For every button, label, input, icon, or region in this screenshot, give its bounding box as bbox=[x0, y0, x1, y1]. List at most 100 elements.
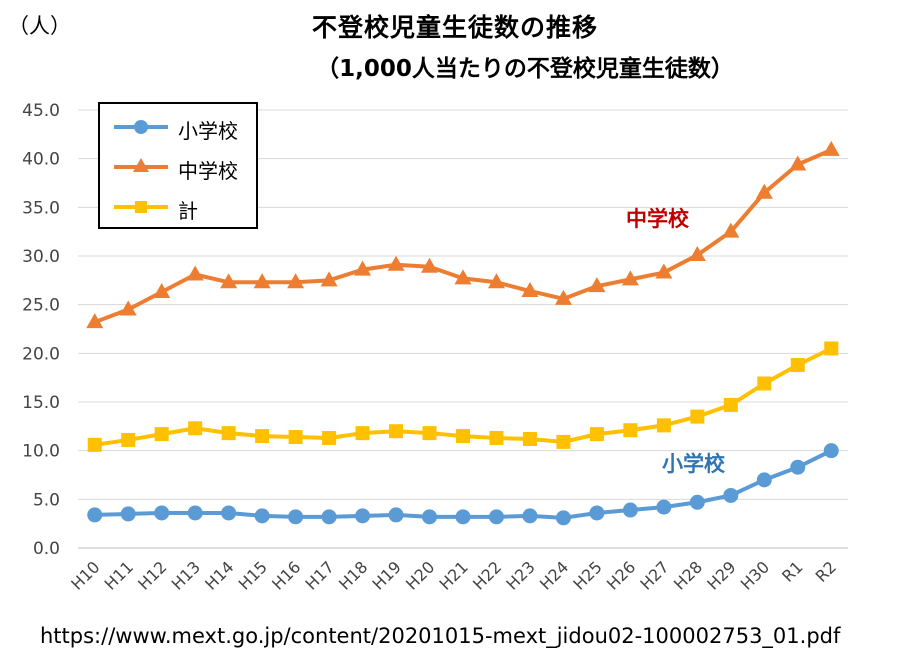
y-tick-label: 5.0 bbox=[33, 490, 60, 510]
x-tick-label: H21 bbox=[435, 557, 471, 593]
data-point bbox=[756, 472, 772, 488]
x-tick-label: H27 bbox=[636, 557, 672, 593]
data-point bbox=[87, 437, 102, 452]
legend-marker-circle bbox=[114, 120, 168, 134]
data-point bbox=[221, 426, 236, 441]
chart-title: 不登校児童生徒数の推移 bbox=[311, 13, 598, 42]
x-tick-label: H22 bbox=[469, 557, 505, 593]
x-tick-label: H19 bbox=[369, 557, 405, 593]
legend-marker-triangle bbox=[114, 158, 168, 172]
data-point bbox=[188, 421, 203, 436]
x-tick-label: H13 bbox=[168, 557, 204, 593]
x-tick-label: R2 bbox=[812, 557, 840, 585]
data-point bbox=[556, 434, 571, 449]
y-tick-label: 25.0 bbox=[22, 296, 60, 316]
data-point bbox=[790, 459, 806, 475]
data-point bbox=[790, 358, 805, 373]
data-point bbox=[487, 273, 505, 289]
data-point bbox=[320, 271, 338, 287]
data-point bbox=[86, 313, 104, 329]
x-tick-label: H28 bbox=[670, 557, 706, 593]
x-tick-label: H25 bbox=[569, 557, 605, 593]
y-tick-label: 0.0 bbox=[33, 539, 60, 559]
source-url: https://www.mext.go.jp/content/20201015-… bbox=[40, 624, 841, 648]
data-point bbox=[455, 509, 471, 525]
data-point bbox=[589, 505, 605, 521]
data-point bbox=[120, 506, 136, 522]
x-tick-label: H14 bbox=[201, 557, 237, 593]
data-point bbox=[555, 510, 571, 526]
data-point bbox=[87, 507, 103, 523]
annotation-middle-school: 中学校 bbox=[626, 207, 689, 231]
data-point bbox=[387, 255, 405, 271]
data-point bbox=[722, 222, 740, 238]
data-point bbox=[622, 502, 638, 518]
x-tick-label: H20 bbox=[402, 557, 438, 593]
y-tick-label: 15.0 bbox=[22, 393, 60, 413]
data-point bbox=[554, 289, 572, 305]
x-tick-label: H18 bbox=[335, 557, 371, 593]
data-point bbox=[389, 424, 404, 439]
data-point bbox=[154, 505, 170, 521]
data-point bbox=[355, 426, 370, 441]
x-tick-label: H23 bbox=[502, 557, 538, 593]
x-tick-label: H15 bbox=[235, 557, 271, 593]
data-point bbox=[121, 432, 136, 447]
data-point bbox=[422, 426, 437, 441]
data-point bbox=[254, 508, 270, 524]
data-point bbox=[488, 509, 504, 525]
data-point bbox=[723, 397, 738, 412]
data-point bbox=[321, 509, 337, 525]
data-point bbox=[354, 260, 372, 276]
annotation-elementary-school: 小学校 bbox=[662, 452, 725, 476]
data-point bbox=[656, 499, 672, 515]
x-tick-label: H12 bbox=[134, 557, 170, 593]
data-point bbox=[690, 409, 705, 424]
data-point bbox=[522, 508, 538, 524]
data-point bbox=[688, 246, 706, 262]
data-point bbox=[789, 155, 807, 171]
data-point bbox=[689, 494, 705, 510]
legend-label-middle: 中学校 bbox=[178, 159, 238, 183]
data-point bbox=[823, 443, 839, 459]
y-tick-label: 40.0 bbox=[22, 150, 60, 170]
data-point bbox=[287, 273, 305, 289]
x-tick-label: H16 bbox=[268, 557, 304, 593]
chart-legend: 小学校 中学校 計 bbox=[98, 102, 258, 229]
x-tick-label: H10 bbox=[67, 557, 103, 593]
data-point bbox=[489, 431, 504, 446]
data-point bbox=[824, 341, 839, 356]
data-point bbox=[322, 431, 337, 446]
y-tick-label: 35.0 bbox=[22, 198, 60, 218]
data-point bbox=[153, 283, 171, 299]
data-point bbox=[421, 257, 439, 273]
x-tick-label: H26 bbox=[603, 557, 639, 593]
x-tick-label: H24 bbox=[536, 557, 572, 593]
data-point bbox=[656, 418, 671, 433]
data-point bbox=[186, 265, 204, 281]
data-point bbox=[456, 429, 470, 444]
data-point bbox=[422, 509, 438, 525]
data-point bbox=[655, 263, 673, 279]
data-point bbox=[119, 300, 137, 316]
legend-label-total: 計 bbox=[178, 199, 198, 223]
data-point bbox=[388, 507, 404, 523]
y-tick-label: 45.0 bbox=[22, 101, 60, 121]
data-point bbox=[355, 508, 371, 524]
data-point bbox=[755, 183, 773, 199]
x-tick-label: H17 bbox=[302, 557, 338, 593]
data-point bbox=[288, 509, 304, 525]
data-point bbox=[589, 427, 604, 442]
data-point bbox=[757, 376, 772, 391]
data-point bbox=[621, 270, 639, 286]
y-tick-label: 30.0 bbox=[22, 247, 60, 267]
data-point bbox=[623, 423, 638, 438]
data-point bbox=[221, 505, 237, 521]
data-point bbox=[253, 273, 271, 289]
x-tick-label: R1 bbox=[778, 557, 806, 585]
legend-item-middle: 中学校 bbox=[110, 152, 255, 183]
y-tick-label: 20.0 bbox=[22, 344, 60, 364]
x-tick-label: H29 bbox=[703, 557, 739, 593]
data-point bbox=[154, 427, 169, 442]
